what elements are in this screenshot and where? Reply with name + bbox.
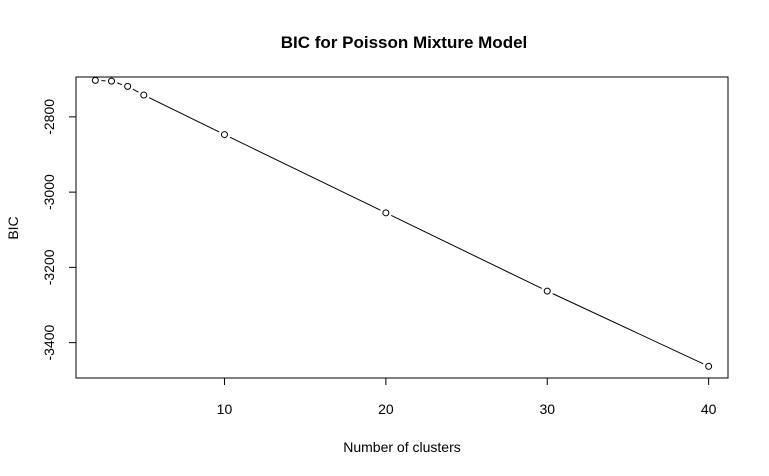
series-line-segment bbox=[552, 293, 704, 365]
data-point bbox=[91, 76, 99, 84]
data-point bbox=[108, 77, 116, 85]
x-axis-label: Number of clusters bbox=[343, 439, 460, 455]
y-tick-label: -2800 bbox=[41, 99, 57, 135]
data-point bbox=[382, 209, 390, 217]
series-line-segment bbox=[117, 82, 123, 86]
x-tick-label: 20 bbox=[378, 401, 394, 417]
x-tick-label: 30 bbox=[539, 401, 555, 417]
data-point bbox=[124, 82, 132, 90]
series-line-segment bbox=[229, 136, 381, 211]
y-tick-label: -3200 bbox=[41, 249, 57, 285]
data-point bbox=[543, 287, 551, 295]
chart-title: BIC for Poisson Mixture Model bbox=[281, 33, 528, 52]
x-tick-label: 10 bbox=[217, 401, 233, 417]
y-axis-label: BIC bbox=[5, 216, 21, 239]
data-point bbox=[705, 362, 713, 370]
x-tick-label: 40 bbox=[701, 401, 717, 417]
x-axis: 10 20 30 40 bbox=[217, 378, 717, 417]
series-layer bbox=[91, 76, 713, 370]
y-tick-label: -3000 bbox=[41, 174, 57, 210]
data-point bbox=[140, 91, 148, 99]
y-tick-label: -3400 bbox=[41, 325, 57, 361]
y-axis: -2800 -3000 -3200 -3400 bbox=[41, 99, 76, 361]
data-point bbox=[220, 131, 228, 139]
series-line-segment bbox=[132, 88, 139, 93]
series-line-segment bbox=[148, 97, 220, 133]
plot-frame bbox=[75, 76, 729, 379]
series-line-segment bbox=[391, 214, 543, 289]
